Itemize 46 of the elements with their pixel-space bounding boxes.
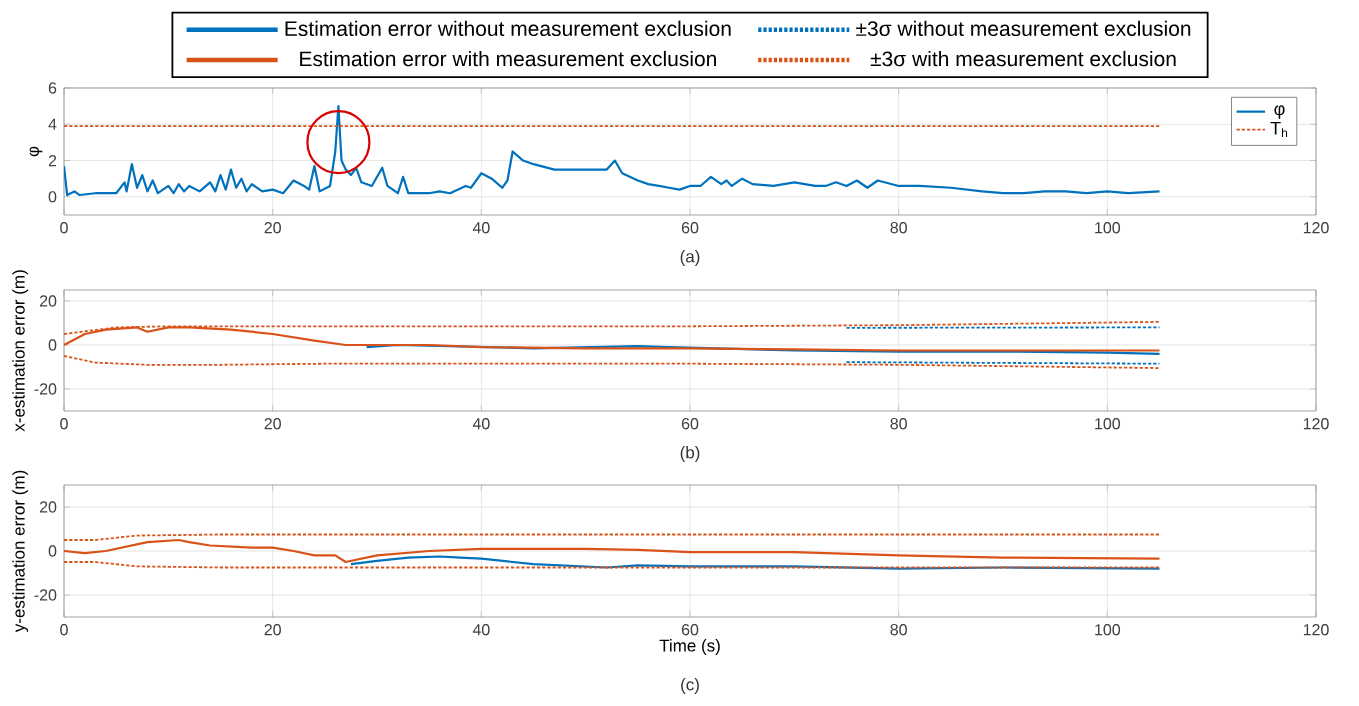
y-axis-title: φ — [29, 146, 43, 157]
y-tick-label: 20 — [39, 295, 57, 307]
y-tick-label: 6 — [48, 82, 57, 94]
legend-label: ±3σ without measurement exclusion — [856, 20, 1191, 37]
y-tick-label: -20 — [34, 589, 57, 601]
y-axis-title: x-estimation error (m) — [12, 270, 29, 432]
text: (b) — [680, 446, 700, 462]
x-tick-label: 80 — [890, 222, 907, 234]
x-tick-label: 20 — [264, 418, 281, 430]
legend-label: ±3σ with measurement exclusion — [870, 50, 1176, 67]
y-tick-label: 0 — [48, 339, 57, 351]
x-tick-label: 40 — [472, 624, 490, 636]
line-series — [64, 355, 1161, 369]
x-tick-label: 60 — [681, 624, 699, 636]
y-tick-label: 4 — [48, 118, 57, 130]
x-tick-label: 120 — [1303, 222, 1329, 234]
legend-label: T$_{h}$ — [1270, 121, 1288, 137]
line-series — [349, 555, 1161, 570]
x-tick-label: 0 — [60, 222, 68, 234]
x-tick-label: 0 — [60, 624, 68, 636]
x-tick-label: 80 — [890, 418, 907, 430]
y-tick-label: 0 — [48, 191, 57, 203]
x-tick-label: 40 — [472, 418, 490, 430]
x-tick-label: 0 — [60, 418, 68, 430]
y-tick-label: -20 — [34, 383, 57, 395]
text: (c) — [681, 678, 699, 694]
legend-label: Estimation error with measurement exclusion — [300, 50, 716, 67]
x-tick-label: 40 — [472, 222, 490, 234]
x-tick-label: 100 — [1095, 418, 1121, 430]
x-tick-label: 120 — [1303, 624, 1329, 636]
legend-label: φ — [1274, 105, 1285, 119]
text: (a) — [680, 250, 700, 266]
y-axis-title: y-estimation error (m) — [12, 470, 29, 633]
x-tick-label: 100 — [1095, 624, 1121, 636]
x-tick-label: 20 — [264, 624, 281, 636]
x-tick-label: 60 — [681, 418, 699, 430]
x-tick-label: 60 — [681, 222, 699, 234]
x-tick-label: 100 — [1095, 222, 1121, 234]
y-tick-label: 20 — [39, 501, 57, 513]
legend-label: Estimation error without measurement exclusion — [285, 20, 731, 37]
x-tick-label: 20 — [264, 222, 281, 234]
x-tick-label: 80 — [890, 624, 907, 636]
y-tick-label: 0 — [48, 545, 57, 557]
x-axis-title: Time (s) — [659, 639, 720, 655]
x-tick-label: 120 — [1303, 418, 1329, 430]
y-tick-label: 2 — [48, 154, 57, 167]
